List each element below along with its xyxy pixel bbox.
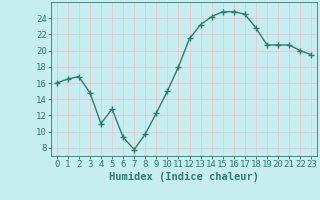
X-axis label: Humidex (Indice chaleur): Humidex (Indice chaleur) [109, 172, 259, 182]
